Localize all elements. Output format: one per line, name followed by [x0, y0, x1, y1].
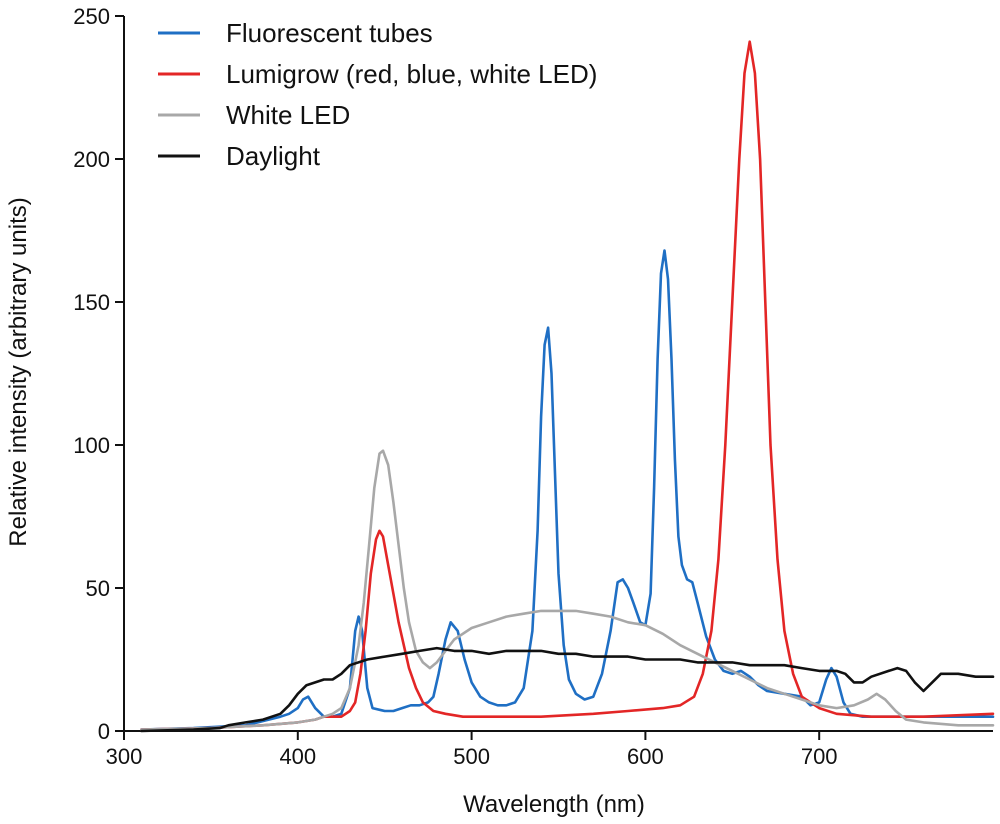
- y-tick-label: 250: [73, 4, 110, 29]
- x-tick-label: 400: [279, 744, 316, 769]
- x-tick-label: 500: [453, 744, 490, 769]
- x-tick-label: 300: [106, 744, 143, 769]
- y-tick-label: 0: [98, 719, 110, 744]
- axes: 0 50 100 150 200 250 300 400 500 600 700: [73, 4, 993, 769]
- y-tick-label: 100: [73, 433, 110, 458]
- x-axis-title: Wavelength (nm): [463, 791, 645, 818]
- legend-label-daylight: Daylight: [226, 141, 321, 171]
- y-tick-label: 150: [73, 290, 110, 315]
- legend-label-lumigrow-red-blue-white-led: Lumigrow (red, blue, white LED): [226, 59, 597, 89]
- x-tick-label: 700: [801, 744, 838, 769]
- series-group: [140, 40, 995, 733]
- x-tick-label: 600: [627, 744, 664, 769]
- series-line-fluorescent-tubes: [140, 249, 995, 731]
- y-tick-label: 50: [86, 576, 110, 601]
- legend: Fluorescent tubes Lumigrow (red, blue, wh…: [158, 18, 597, 171]
- legend-label-fluorescent-tubes: Fluorescent tubes: [226, 18, 433, 48]
- y-tick-label: 200: [73, 147, 110, 172]
- series-line-lumigrow-red-blue-white-led: [140, 40, 995, 731]
- series-line-white-led: [140, 449, 995, 731]
- series-line-daylight: [140, 646, 995, 733]
- legend-label-white-led: White LED: [226, 100, 350, 130]
- y-axis-title: Relative intensity (arbitrary units): [5, 197, 32, 546]
